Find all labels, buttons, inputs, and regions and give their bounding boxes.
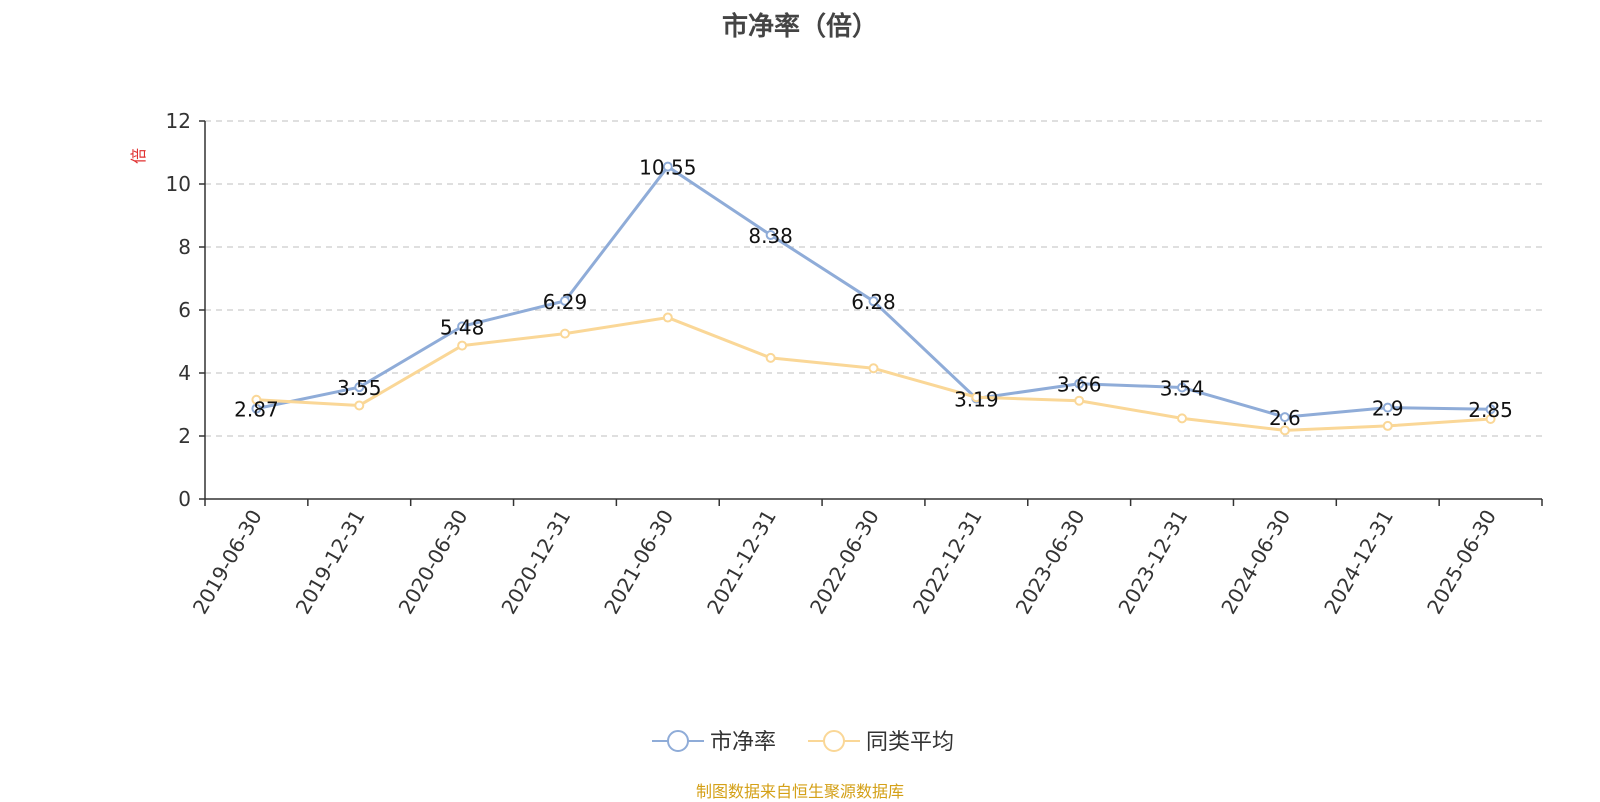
y-tick-label: 10 <box>166 172 191 196</box>
data-label: 2.9 <box>1372 397 1404 421</box>
data-label: 3.55 <box>337 376 382 400</box>
y-tick-label: 6 <box>178 298 191 322</box>
y-tick-label: 4 <box>178 361 191 385</box>
data-label: 2.6 <box>1269 406 1301 430</box>
data-point <box>664 314 672 322</box>
data-point <box>355 401 363 409</box>
legend-label-2: 同类平均 <box>866 730 954 755</box>
data-point <box>458 342 466 350</box>
line-chart: 0 2 4 6 8 10 12 倍 2019-06-30 2019-12-31 2020-06-30… <box>0 0 1600 800</box>
source-note: 制图数据来自恒生聚源数据库 <box>0 778 1600 802</box>
y-tick-label: 12 <box>166 109 191 133</box>
y-tick-label: 0 <box>178 487 191 511</box>
data-labels: 2.87 3.55 5.48 6.29 10.55 8.38 6.28 3.19 3.66 3.5… <box>234 156 1513 430</box>
data-point <box>870 364 878 372</box>
x-tick-label: 2019-12-31 <box>291 506 370 619</box>
x-tick-label: 2020-06-30 <box>394 505 473 618</box>
data-point <box>1075 397 1083 405</box>
data-point <box>1178 414 1186 422</box>
data-label: 2.87 <box>234 398 279 422</box>
legend-marker-1 <box>668 731 688 751</box>
data-point <box>767 354 775 362</box>
grid-lines <box>205 121 1542 436</box>
data-label: 3.19 <box>954 388 999 412</box>
x-tick-label: 2022-12-31 <box>908 506 987 619</box>
data-label: 6.29 <box>543 290 588 314</box>
x-tick-label: 2022-06-30 <box>805 506 884 619</box>
data-point <box>1384 422 1392 430</box>
y-tick-label: 2 <box>178 424 191 448</box>
x-tick-label: 2021-06-30 <box>599 506 678 619</box>
data-label: 3.54 <box>1160 376 1205 400</box>
data-label: 8.38 <box>748 224 793 248</box>
x-tick-label: 2019-06-30 <box>188 506 267 619</box>
data-label: 6.28 <box>851 290 896 314</box>
legend: 市净率 同类平均 <box>652 730 954 755</box>
data-point <box>561 330 569 338</box>
x-tick-label: 2025-06-30 <box>1422 506 1501 619</box>
data-label: 10.55 <box>639 156 696 180</box>
data-label: 5.48 <box>440 315 485 339</box>
x-tick-label: 2024-12-31 <box>1319 506 1398 619</box>
y-axis-unit-label: 倍 <box>129 148 148 164</box>
data-label: 2.85 <box>1468 398 1513 422</box>
x-tick-label: 2024-06-30 <box>1216 506 1295 619</box>
data-label: 3.66 <box>1057 373 1102 397</box>
x-tick-label: 2021-12-31 <box>702 506 781 619</box>
legend-marker-2 <box>824 731 844 751</box>
legend-label-1: 市净率 <box>710 730 776 755</box>
x-tick-label: 2023-12-31 <box>1113 506 1192 619</box>
x-tick-label: 2020-12-31 <box>496 506 575 619</box>
x-tick-label: 2023-06-30 <box>1011 506 1090 619</box>
y-tick-label: 8 <box>178 235 191 259</box>
